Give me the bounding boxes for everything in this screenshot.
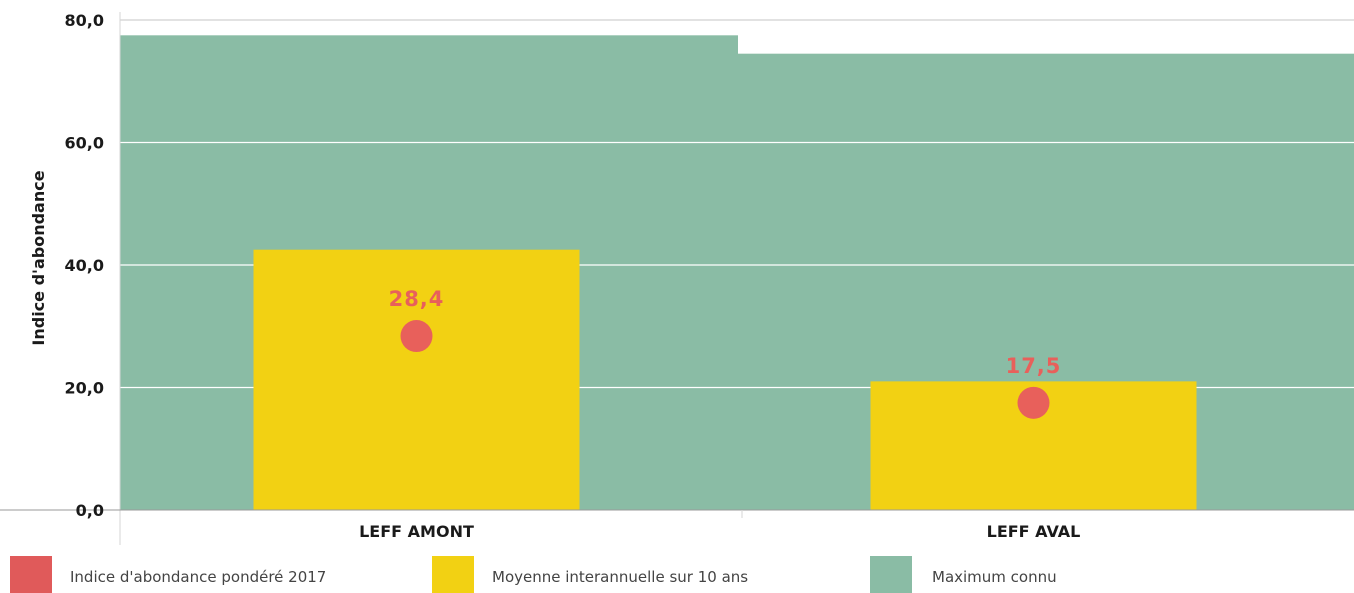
y-tick-label: 0,0 [76, 501, 104, 520]
bar-chart: 0,0 20,0 40,0 60,0 80,0 28,4 17,5 LEFF AMONT LEF… [0, 11, 1354, 545]
legend: Indice d'abondance pondéré 2017 Moyenne … [0, 556, 1354, 593]
legend-label-moyenne: Moyenne interannuelle sur 10 ans [492, 568, 749, 586]
bar-moyenne-1 [253, 249, 580, 510]
legend-label-maximum: Maximum connu [932, 568, 1057, 586]
data-label-indice: 28,4 [389, 287, 445, 311]
legend-swatch-indice [10, 556, 52, 593]
legend-swatch-maximum [870, 556, 912, 593]
legend-swatch-moyenne [432, 556, 474, 593]
x-tick-label: LEFF AVAL [987, 522, 1081, 541]
labels-layer: 0,0 20,0 40,0 60,0 80,0 28,4 17,5 LEFF AMONT LEF… [29, 11, 1080, 541]
y-tick-label: 80,0 [65, 11, 104, 30]
bars-layer [253, 249, 1197, 510]
y-tick-label: 40,0 [65, 256, 104, 275]
legend-label-indice: Indice d'abondance pondéré 2017 [70, 568, 327, 586]
point-indice-1 [400, 320, 433, 353]
y-tick-label: 60,0 [65, 134, 104, 153]
points-layer [400, 320, 1050, 419]
point-indice-2 [1017, 386, 1050, 419]
x-tick-label: LEFF AMONT [359, 522, 474, 541]
y-axis-title: Indice d'abondance [29, 170, 48, 345]
data-label-indice: 17,5 [1006, 354, 1062, 378]
y-tick-label: 20,0 [65, 379, 104, 398]
axes-layer [0, 12, 1354, 545]
maximum-layer [120, 35, 1354, 510]
